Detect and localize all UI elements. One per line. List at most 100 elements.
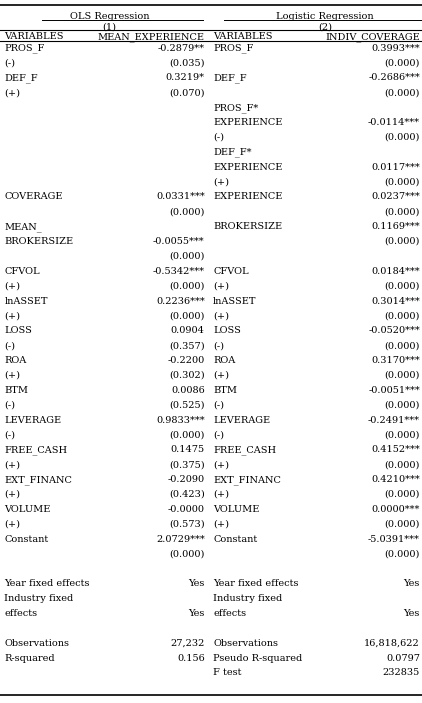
Text: BROKERSIZE: BROKERSIZE: [213, 222, 282, 231]
Text: PROS_F: PROS_F: [213, 44, 254, 53]
Text: Yes: Yes: [188, 579, 205, 588]
Text: (+): (+): [4, 460, 20, 469]
Text: 0.0000***: 0.0000***: [371, 505, 420, 514]
Text: OLS Regression: OLS Regression: [70, 12, 149, 21]
Text: -0.2200: -0.2200: [168, 356, 205, 365]
Text: -0.0000: -0.0000: [168, 505, 205, 514]
Text: (0.000): (0.000): [384, 207, 420, 217]
Text: 0.3219*: 0.3219*: [166, 73, 205, 82]
Text: -0.0114***: -0.0114***: [368, 118, 420, 127]
Text: Constant: Constant: [213, 534, 257, 543]
Text: (+): (+): [4, 371, 20, 380]
Text: VARIABLES: VARIABLES: [4, 32, 64, 41]
Text: (+): (+): [213, 282, 229, 290]
Text: VOLUME: VOLUME: [213, 505, 260, 514]
Text: -0.2686***: -0.2686***: [368, 73, 420, 82]
Text: 0.0184***: 0.0184***: [371, 266, 420, 276]
Text: (0.000): (0.000): [169, 430, 205, 439]
Text: (0.000): (0.000): [384, 282, 420, 290]
Text: -0.2090: -0.2090: [168, 475, 205, 484]
Text: LEVERAGE: LEVERAGE: [213, 415, 270, 425]
Text: (0.000): (0.000): [384, 490, 420, 499]
Text: (-): (-): [4, 58, 15, 67]
Text: Year fixed effects: Year fixed effects: [4, 579, 90, 588]
Text: EXT_FINANC: EXT_FINANC: [4, 475, 72, 485]
Text: (0.000): (0.000): [169, 282, 205, 290]
Text: 0.0086: 0.0086: [171, 386, 205, 395]
Text: -0.0055***: -0.0055***: [153, 237, 205, 246]
Text: (0.000): (0.000): [384, 58, 420, 67]
Text: (0.000): (0.000): [384, 430, 420, 439]
Text: 0.1475: 0.1475: [170, 445, 205, 454]
Text: EXPERIENCE: EXPERIENCE: [213, 162, 282, 172]
Text: 0.4210***: 0.4210***: [371, 475, 420, 484]
Text: 0.156: 0.156: [177, 654, 205, 662]
Text: (2): (2): [318, 22, 332, 32]
Text: (0.375): (0.375): [169, 460, 205, 469]
Text: lnASSET: lnASSET: [213, 297, 257, 306]
Text: (+): (+): [213, 311, 229, 321]
Text: Constant: Constant: [4, 534, 49, 543]
Text: effects: effects: [213, 609, 246, 618]
Text: DEF_F: DEF_F: [213, 73, 247, 83]
Text: Industry fixed: Industry fixed: [4, 594, 73, 603]
Text: VOLUME: VOLUME: [4, 505, 51, 514]
Text: (+): (+): [4, 282, 20, 290]
Text: (-): (-): [213, 401, 224, 410]
Text: (0.000): (0.000): [384, 460, 420, 469]
Text: (0.000): (0.000): [384, 341, 420, 350]
Text: 0.0797: 0.0797: [386, 654, 420, 662]
Text: BTM: BTM: [213, 386, 237, 395]
Text: 0.3170***: 0.3170***: [371, 356, 420, 365]
Text: (0.000): (0.000): [384, 237, 420, 246]
Text: (0.423): (0.423): [169, 490, 205, 499]
Text: effects: effects: [4, 609, 37, 618]
Text: 0.4152***: 0.4152***: [371, 445, 420, 454]
Text: COVERAGE: COVERAGE: [4, 193, 63, 201]
Text: (+): (+): [4, 490, 20, 499]
Text: (0.525): (0.525): [169, 401, 205, 410]
Text: 16,818,622: 16,818,622: [364, 639, 420, 647]
Text: (-): (-): [4, 401, 15, 410]
Text: (0.357): (0.357): [169, 341, 205, 350]
Text: INDIV_COVERAGE: INDIV_COVERAGE: [325, 32, 420, 42]
Text: Observations: Observations: [213, 639, 278, 647]
Text: (0.000): (0.000): [169, 550, 205, 558]
Text: 0.2236***: 0.2236***: [156, 297, 205, 306]
Text: Year fixed effects: Year fixed effects: [213, 579, 299, 588]
Text: 0.0117***: 0.0117***: [371, 162, 420, 172]
Text: BROKERSIZE: BROKERSIZE: [4, 237, 73, 246]
Text: (0.000): (0.000): [384, 401, 420, 410]
Text: PROS_F*: PROS_F*: [213, 103, 258, 112]
Text: 0.0331***: 0.0331***: [156, 193, 205, 201]
Text: 27,232: 27,232: [170, 639, 205, 647]
Text: (0.000): (0.000): [384, 311, 420, 321]
Text: (+): (+): [213, 177, 229, 186]
Text: (0.035): (0.035): [169, 58, 205, 67]
Text: FREE_CASH: FREE_CASH: [4, 445, 68, 455]
Text: LOSS: LOSS: [213, 326, 241, 335]
Text: (0.000): (0.000): [169, 207, 205, 217]
Text: (+): (+): [213, 371, 229, 380]
Text: (+): (+): [4, 311, 20, 321]
Text: Observations: Observations: [4, 639, 69, 647]
Text: Pseudo R-squared: Pseudo R-squared: [213, 654, 302, 662]
Text: (+): (+): [4, 520, 20, 529]
Text: PROS_F: PROS_F: [4, 44, 45, 53]
Text: CFVOL: CFVOL: [4, 266, 40, 276]
Text: F test: F test: [213, 669, 242, 678]
Text: 0.0904: 0.0904: [171, 326, 205, 335]
Text: (0.302): (0.302): [169, 371, 205, 380]
Text: 0.3993***: 0.3993***: [371, 44, 420, 53]
Text: (0.000): (0.000): [384, 520, 420, 529]
Text: -5.0391***: -5.0391***: [368, 534, 420, 543]
Text: 0.9833***: 0.9833***: [156, 415, 205, 425]
Text: 0.3014***: 0.3014***: [371, 297, 420, 306]
Text: R-squared: R-squared: [4, 654, 55, 662]
Text: Yes: Yes: [188, 609, 205, 618]
Text: LOSS: LOSS: [4, 326, 32, 335]
Text: ROA: ROA: [4, 356, 27, 365]
Text: EXPERIENCE: EXPERIENCE: [213, 193, 282, 201]
Text: LEVERAGE: LEVERAGE: [4, 415, 61, 425]
Text: (0.070): (0.070): [169, 88, 205, 97]
